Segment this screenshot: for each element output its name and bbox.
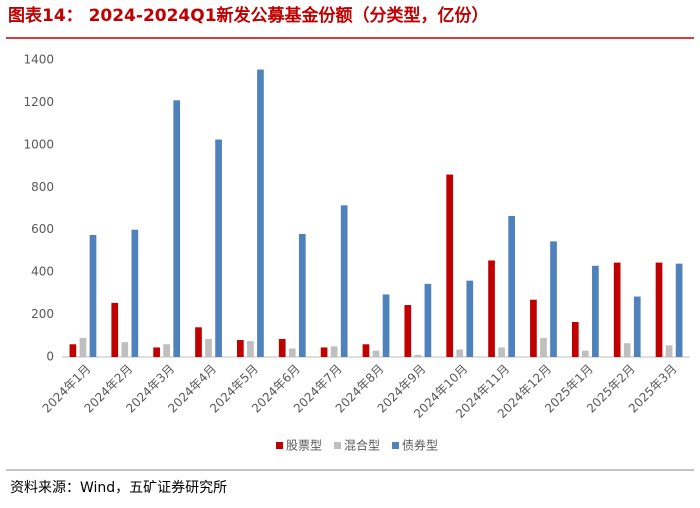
- bar: [237, 340, 244, 357]
- y-tick-label: 0: [46, 350, 54, 364]
- bar: [195, 327, 202, 357]
- bar: [613, 262, 621, 357]
- y-tick-label: 200: [31, 307, 54, 321]
- bar: [404, 305, 412, 357]
- y-tick-label: 1000: [23, 137, 54, 151]
- bar: [173, 100, 181, 358]
- y-tick-label: 800: [31, 180, 54, 194]
- y-tick-label: 400: [31, 265, 54, 279]
- bar: [278, 338, 286, 357]
- bar: [298, 233, 306, 357]
- legend-label: 股票型: [286, 439, 322, 453]
- bar: [581, 350, 589, 357]
- y-tick-label: 1200: [23, 95, 54, 109]
- bar: [288, 348, 296, 357]
- legend-label: 混合型: [344, 438, 380, 453]
- bar: [530, 299, 537, 357]
- bar: [330, 346, 338, 357]
- bar: [131, 229, 139, 357]
- bar: [372, 350, 380, 357]
- bar: [623, 343, 631, 357]
- chart-title: 图表14： 2024-2024Q1新发公募基金份额（分类型，亿份）: [8, 5, 489, 26]
- bar: [340, 205, 348, 357]
- bar: [592, 265, 599, 357]
- bar: [257, 69, 264, 358]
- bar: [665, 345, 673, 357]
- source: 资料来源：Wind，五矿证券研究所: [10, 480, 227, 496]
- bar: [320, 347, 328, 357]
- bar: [456, 349, 464, 357]
- bar: [163, 344, 171, 357]
- bar: [111, 302, 119, 357]
- bar: [414, 354, 422, 357]
- bar: [153, 347, 160, 357]
- legend-swatch: [392, 442, 399, 449]
- bar: [215, 139, 222, 357]
- bar: [633, 296, 641, 357]
- bar: [571, 321, 579, 357]
- y-tick-label: 600: [31, 222, 54, 236]
- bar: [446, 174, 454, 357]
- bar: [382, 294, 390, 357]
- legend-swatch: [334, 442, 341, 449]
- bar: [550, 241, 557, 357]
- bar: [508, 215, 515, 357]
- bar: [424, 283, 432, 357]
- bar: [205, 338, 212, 357]
- bar: [540, 337, 547, 357]
- legend-label: 债券型: [402, 438, 438, 453]
- bar: [79, 337, 87, 357]
- y-tick-label: 1400: [23, 53, 54, 67]
- bar: [655, 262, 663, 357]
- legend-swatch: [276, 442, 283, 449]
- bar: [498, 347, 505, 357]
- bar: [362, 344, 370, 357]
- bar: [675, 263, 683, 357]
- bar: [247, 341, 254, 357]
- bar: [69, 344, 77, 357]
- bar: [89, 235, 97, 357]
- bar: [466, 280, 474, 357]
- bar: [121, 342, 129, 357]
- bar: [488, 260, 495, 357]
